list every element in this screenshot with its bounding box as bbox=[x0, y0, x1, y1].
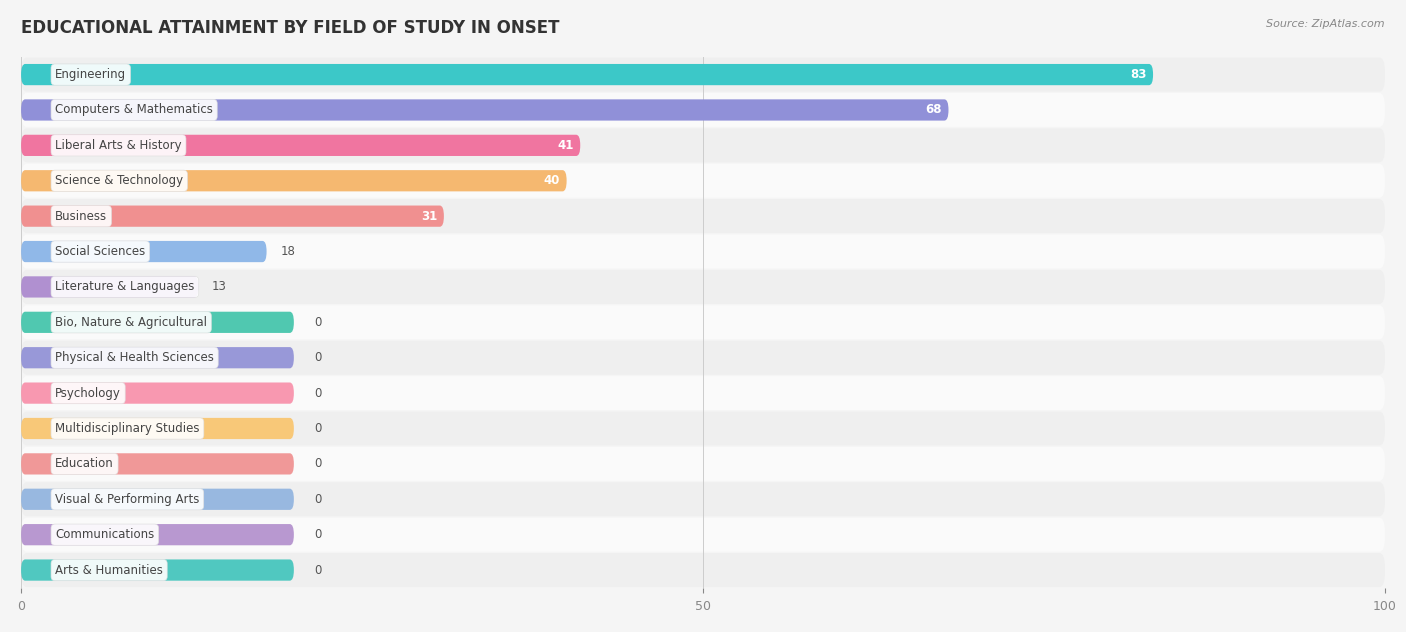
Text: 40: 40 bbox=[544, 174, 560, 187]
Text: Arts & Humanities: Arts & Humanities bbox=[55, 564, 163, 576]
FancyBboxPatch shape bbox=[21, 382, 294, 404]
FancyBboxPatch shape bbox=[21, 58, 1385, 92]
Text: Visual & Performing Arts: Visual & Performing Arts bbox=[55, 493, 200, 506]
Text: 0: 0 bbox=[315, 458, 322, 470]
Text: Source: ZipAtlas.com: Source: ZipAtlas.com bbox=[1267, 19, 1385, 29]
FancyBboxPatch shape bbox=[21, 128, 1385, 162]
FancyBboxPatch shape bbox=[21, 234, 1385, 269]
Text: Bio, Nature & Agricultural: Bio, Nature & Agricultural bbox=[55, 316, 207, 329]
FancyBboxPatch shape bbox=[21, 376, 1385, 410]
Text: 0: 0 bbox=[315, 528, 322, 541]
Text: 0: 0 bbox=[315, 351, 322, 364]
FancyBboxPatch shape bbox=[21, 453, 294, 475]
FancyBboxPatch shape bbox=[21, 170, 567, 191]
Text: Liberal Arts & History: Liberal Arts & History bbox=[55, 139, 181, 152]
FancyBboxPatch shape bbox=[21, 559, 294, 581]
Text: Computers & Mathematics: Computers & Mathematics bbox=[55, 104, 214, 116]
FancyBboxPatch shape bbox=[21, 135, 581, 156]
Text: 0: 0 bbox=[315, 422, 322, 435]
Text: 83: 83 bbox=[1130, 68, 1146, 81]
Text: Physical & Health Sciences: Physical & Health Sciences bbox=[55, 351, 214, 364]
Text: 0: 0 bbox=[315, 387, 322, 399]
FancyBboxPatch shape bbox=[21, 99, 949, 121]
FancyBboxPatch shape bbox=[21, 553, 1385, 587]
Text: 68: 68 bbox=[925, 104, 942, 116]
Text: 0: 0 bbox=[315, 564, 322, 576]
FancyBboxPatch shape bbox=[21, 518, 1385, 552]
Text: Science & Technology: Science & Technology bbox=[55, 174, 183, 187]
Text: Multidisciplinary Studies: Multidisciplinary Studies bbox=[55, 422, 200, 435]
FancyBboxPatch shape bbox=[21, 305, 1385, 339]
Text: 13: 13 bbox=[212, 281, 226, 293]
FancyBboxPatch shape bbox=[21, 276, 198, 298]
FancyBboxPatch shape bbox=[21, 418, 294, 439]
Text: Communications: Communications bbox=[55, 528, 155, 541]
FancyBboxPatch shape bbox=[21, 489, 294, 510]
FancyBboxPatch shape bbox=[21, 482, 1385, 516]
Text: 31: 31 bbox=[420, 210, 437, 222]
Text: Psychology: Psychology bbox=[55, 387, 121, 399]
Text: Literature & Languages: Literature & Languages bbox=[55, 281, 194, 293]
FancyBboxPatch shape bbox=[21, 411, 1385, 446]
FancyBboxPatch shape bbox=[21, 447, 1385, 481]
FancyBboxPatch shape bbox=[21, 205, 444, 227]
Text: Education: Education bbox=[55, 458, 114, 470]
FancyBboxPatch shape bbox=[21, 312, 294, 333]
Text: Business: Business bbox=[55, 210, 107, 222]
Text: Engineering: Engineering bbox=[55, 68, 127, 81]
FancyBboxPatch shape bbox=[21, 241, 267, 262]
FancyBboxPatch shape bbox=[21, 524, 294, 545]
Text: EDUCATIONAL ATTAINMENT BY FIELD OF STUDY IN ONSET: EDUCATIONAL ATTAINMENT BY FIELD OF STUDY… bbox=[21, 19, 560, 37]
Text: 18: 18 bbox=[280, 245, 295, 258]
FancyBboxPatch shape bbox=[21, 347, 294, 368]
Text: 0: 0 bbox=[315, 316, 322, 329]
FancyBboxPatch shape bbox=[21, 64, 1153, 85]
FancyBboxPatch shape bbox=[21, 341, 1385, 375]
FancyBboxPatch shape bbox=[21, 199, 1385, 233]
Text: 41: 41 bbox=[557, 139, 574, 152]
Text: 0: 0 bbox=[315, 493, 322, 506]
Text: Social Sciences: Social Sciences bbox=[55, 245, 145, 258]
FancyBboxPatch shape bbox=[21, 270, 1385, 304]
FancyBboxPatch shape bbox=[21, 164, 1385, 198]
FancyBboxPatch shape bbox=[21, 93, 1385, 127]
